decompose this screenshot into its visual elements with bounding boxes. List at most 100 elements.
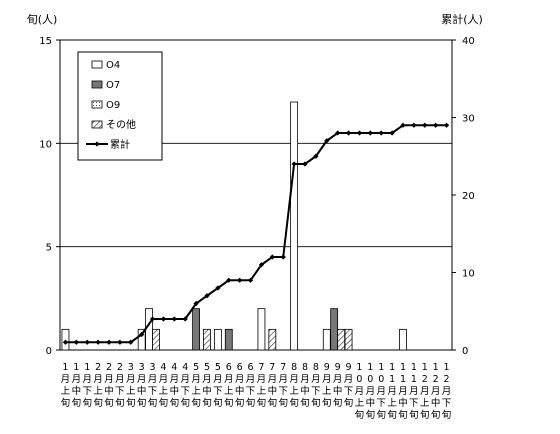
x-tick-label: 9 xyxy=(335,362,341,373)
cumulative-point-16 xyxy=(237,277,243,283)
x-tick-label: 旬 xyxy=(268,397,278,409)
cumulative-point-25 xyxy=(335,130,341,136)
x-tick-label: 1 xyxy=(62,362,68,373)
x-tick-label: 月 xyxy=(398,386,408,397)
x-tick-label: 月 xyxy=(235,374,245,385)
x-tick-label: 旬 xyxy=(191,397,201,409)
cumulative-point-29 xyxy=(378,130,384,136)
x-tick-label: 旬 xyxy=(431,409,441,421)
bar-white-8 xyxy=(145,308,153,351)
cumulative-point-10 xyxy=(171,316,177,322)
cumulative-point-1 xyxy=(73,339,79,345)
x-tick-label: 月 xyxy=(104,374,114,385)
legend-swatch-dark xyxy=(91,80,103,89)
x-tick-label: 月 xyxy=(387,386,397,397)
bar-white-24 xyxy=(322,328,331,351)
x-tick-label: 旬 xyxy=(387,409,397,421)
x-tick-label: 中 xyxy=(431,397,441,409)
x-tick-label: 6 xyxy=(226,362,232,373)
x-tick-label: 旬 xyxy=(333,397,343,409)
x-tick-label: 月 xyxy=(61,374,71,385)
x-tick-label: 1 xyxy=(411,374,417,385)
x-tick-label: 中 xyxy=(235,385,245,397)
right-tick-label: 0 xyxy=(462,346,468,357)
x-tick-label: 月 xyxy=(191,374,201,385)
x-tick-label: 1 xyxy=(367,362,373,373)
x-tick-label: 月 xyxy=(268,374,278,385)
x-tick-label: 1 xyxy=(411,362,417,373)
legend-swatch-dotted xyxy=(91,100,103,109)
x-tick-label: 月 xyxy=(93,374,103,385)
x-tick-label: 1 xyxy=(389,374,395,385)
y-left-axis-label: 旬(人) xyxy=(27,13,58,26)
legend-label: O4 xyxy=(106,60,120,71)
x-tick-label: 下 xyxy=(344,386,354,397)
x-tick-label: 中 xyxy=(104,385,114,397)
x-tick-label: 月 xyxy=(137,374,147,385)
x-tick-label: 旬 xyxy=(82,397,92,409)
x-tick-label: 月 xyxy=(289,374,299,385)
bar-white-21 xyxy=(290,101,299,351)
x-tick-label: 旬 xyxy=(224,397,234,409)
x-tick-label: 上 xyxy=(355,398,365,409)
x-tick-label: 月 xyxy=(376,386,386,397)
x-tick-label: 旬 xyxy=(278,397,288,409)
right-tick-label: 40 xyxy=(462,36,475,47)
x-tick-label: 月 xyxy=(344,374,354,385)
x-tick-label: 上 xyxy=(191,386,201,397)
x-tick-label: 0 xyxy=(356,374,362,385)
cumulative-point-24 xyxy=(324,138,330,144)
cumulative-point-4 xyxy=(106,339,112,345)
x-tick-label: 月 xyxy=(72,374,82,385)
x-tick-label: 下 xyxy=(311,386,321,397)
x-tick-label: 2 xyxy=(444,374,450,385)
x-tick-label: 下 xyxy=(115,386,125,397)
x-tick-label: 旬 xyxy=(148,397,158,409)
x-tick-label: 下 xyxy=(180,386,190,397)
x-tick-label: 2 xyxy=(106,362,112,373)
cumulative-point-23 xyxy=(313,153,319,159)
bar-hatched-25 xyxy=(337,328,346,351)
x-tick-label: 9 xyxy=(346,362,352,373)
x-tick-label: 中 xyxy=(170,385,180,397)
bar-dark-25 xyxy=(330,308,339,351)
x-tick-label: 4 xyxy=(182,362,188,373)
x-tick-label: 月 xyxy=(409,386,419,397)
x-tick-label: 月 xyxy=(202,374,212,385)
x-tick-label: 0 xyxy=(378,374,384,385)
x-tick-label: 旬 xyxy=(93,397,103,409)
cumulative-point-8 xyxy=(149,316,156,322)
bar-white-14 xyxy=(213,328,222,351)
cumulative-point-5 xyxy=(117,339,123,345)
x-tick-label: 月 xyxy=(420,386,430,397)
cumulative-point-22 xyxy=(302,161,308,167)
x-tick-label: 下 xyxy=(148,386,158,397)
x-tick-label: 2 xyxy=(117,362,123,373)
x-tick-label: 上 xyxy=(289,386,299,397)
x-tick-label: 4 xyxy=(160,362,166,373)
cumulative-point-20 xyxy=(280,254,286,260)
cumulative-point-11 xyxy=(182,316,188,322)
legend-line-marker xyxy=(94,141,100,147)
cumulative-point-6 xyxy=(128,339,134,345)
x-tick-label: 旬 xyxy=(344,397,354,409)
x-tick-label: 月 xyxy=(257,374,267,385)
x-tick-label: 1 xyxy=(356,362,362,373)
bar-hatched-19 xyxy=(268,328,277,351)
x-tick-label: 中 xyxy=(300,385,310,397)
x-tick-label: 上 xyxy=(257,386,267,397)
x-tick-label: 月 xyxy=(126,374,136,385)
cumulative-point-32 xyxy=(411,122,417,128)
x-tick-label: 1 xyxy=(422,362,428,373)
x-tick-label: 下 xyxy=(246,386,256,397)
x-tick-label: 上 xyxy=(93,386,103,397)
bar-hatched-13 xyxy=(203,328,211,351)
cumulative-point-35 xyxy=(443,122,450,128)
left-tick-label: 10 xyxy=(39,139,52,150)
cumulative-point-26 xyxy=(345,130,352,136)
x-tick-label: 3 xyxy=(128,362,134,373)
x-tick-label: 下 xyxy=(278,386,288,397)
x-tick-label: 3 xyxy=(139,362,145,373)
x-tick-label: 月 xyxy=(224,374,234,385)
